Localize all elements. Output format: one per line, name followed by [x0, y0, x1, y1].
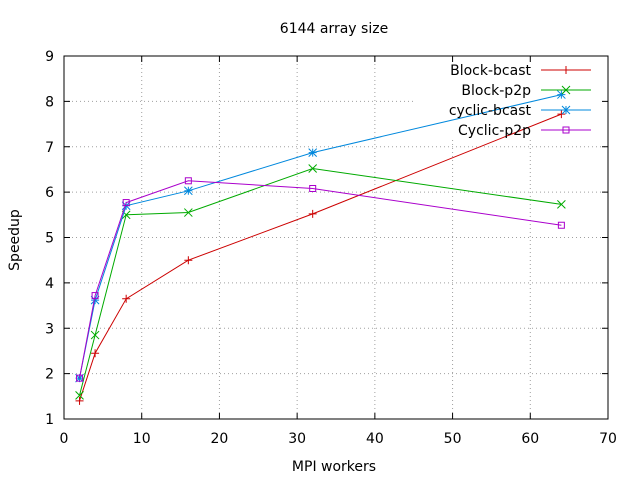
- plus-marker: [91, 349, 99, 357]
- ticks-layer: 0 10 20 30 40 50 60 70 1 2 3 4 5 6 7 8 9: [45, 49, 617, 447]
- legend-label: Cyclic-p2p: [458, 123, 531, 139]
- legend-label: Block-p2p: [461, 83, 531, 99]
- y-tick-label: 8: [45, 94, 54, 110]
- x-tick-label: 60: [521, 431, 539, 447]
- y-tick-label: 3: [45, 321, 54, 337]
- y-tick-label: 2: [45, 367, 54, 383]
- data-point: [122, 295, 130, 303]
- series-cyclic-p2p: [77, 178, 565, 381]
- x-tick-label: 30: [288, 431, 306, 447]
- series-line: [80, 169, 562, 396]
- series-line: [80, 114, 562, 401]
- x-tick-label: 10: [133, 431, 151, 447]
- legend-label: cyclic-bcast: [449, 103, 532, 119]
- cross-marker: [91, 331, 99, 339]
- y-tick-label: 4: [45, 276, 54, 292]
- y-tick-label: 9: [45, 49, 54, 65]
- star-marker: [562, 106, 570, 114]
- x-tick-label: 20: [211, 431, 229, 447]
- legend-entry: cyclic-bcast: [449, 103, 591, 119]
- plus-marker: [184, 256, 192, 264]
- plus-marker: [122, 295, 130, 303]
- x-tick-label: 50: [444, 431, 462, 447]
- chart-title: 6144 array size: [280, 21, 388, 37]
- legend: Block-bcast Block-p2p cyclic-bcast Cyclic-p…: [449, 63, 591, 139]
- x-tick-label: 40: [366, 431, 384, 447]
- data-point: [309, 210, 317, 218]
- legend-entry: Block-p2p: [461, 83, 591, 99]
- legend-entry: Block-bcast: [450, 63, 591, 79]
- legend-label: Block-bcast: [450, 63, 531, 79]
- y-axis-label: Speedup: [7, 209, 23, 271]
- y-tick-label: 1: [45, 412, 54, 428]
- y-tick-label: 6: [45, 185, 54, 201]
- plus-marker: [562, 66, 570, 74]
- y-tick-label: 5: [45, 231, 54, 247]
- data-point: [91, 331, 99, 339]
- data-point: [184, 187, 192, 195]
- data-point: [184, 256, 192, 264]
- y-tick-label: 7: [45, 140, 54, 156]
- data-point: [309, 149, 317, 157]
- star-marker: [309, 149, 317, 157]
- legend-entry: Cyclic-p2p: [458, 123, 591, 139]
- data-point: [91, 349, 99, 357]
- series-block-bcast: [76, 110, 566, 405]
- plus-marker: [309, 210, 317, 218]
- x-axis-label: MPI workers: [292, 459, 376, 475]
- star-marker: [184, 187, 192, 195]
- x-tick-label: 0: [60, 431, 69, 447]
- x-tick-label: 70: [599, 431, 617, 447]
